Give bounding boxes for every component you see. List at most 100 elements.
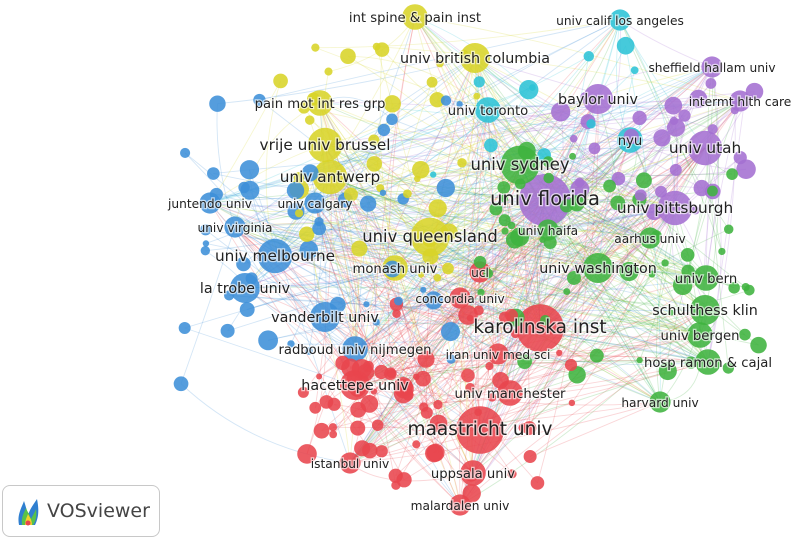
node[interactable] xyxy=(440,322,460,342)
node[interactable] xyxy=(394,296,403,306)
node-univ-calgary[interactable] xyxy=(304,192,326,214)
node[interactable] xyxy=(424,291,443,310)
node[interactable] xyxy=(505,230,524,249)
node[interactable] xyxy=(245,272,258,285)
node[interactable] xyxy=(391,480,401,490)
node[interactable] xyxy=(362,442,378,459)
node[interactable] xyxy=(485,362,494,371)
node[interactable] xyxy=(483,268,494,279)
node[interactable] xyxy=(586,119,596,129)
node[interactable] xyxy=(329,296,346,313)
node[interactable] xyxy=(327,397,341,411)
node-karolinska-inst[interactable] xyxy=(516,304,564,352)
node[interactable] xyxy=(413,373,420,381)
node[interactable] xyxy=(430,171,437,178)
node[interactable] xyxy=(489,202,503,216)
node[interactable] xyxy=(346,370,363,386)
node-univ-florida[interactable] xyxy=(519,174,571,226)
node[interactable] xyxy=(464,467,479,482)
node[interactable] xyxy=(661,259,669,267)
node[interactable] xyxy=(667,309,674,316)
node-maastricht-univ[interactable] xyxy=(456,406,504,454)
node[interactable] xyxy=(425,444,444,463)
node[interactable] xyxy=(403,189,412,199)
node[interactable] xyxy=(363,301,370,308)
node[interactable] xyxy=(433,399,443,410)
node[interactable] xyxy=(539,236,546,243)
node[interactable] xyxy=(733,150,747,165)
node[interactable] xyxy=(519,80,539,100)
node-univ-virginia[interactable] xyxy=(224,216,246,238)
node-istanbul-univ[interactable] xyxy=(339,452,361,474)
node-univ-haifa[interactable] xyxy=(537,219,559,241)
node[interactable] xyxy=(510,329,520,339)
node[interactable] xyxy=(417,350,435,368)
node[interactable] xyxy=(498,311,511,324)
node[interactable] xyxy=(297,386,309,398)
node[interactable] xyxy=(294,209,304,218)
node[interactable] xyxy=(371,419,384,431)
node[interactable] xyxy=(299,226,315,242)
node[interactable] xyxy=(507,221,516,230)
node[interactable] xyxy=(540,315,551,326)
node[interactable] xyxy=(507,469,517,479)
node[interactable] xyxy=(568,399,576,407)
node[interactable] xyxy=(299,240,319,260)
node[interactable] xyxy=(375,445,388,458)
node[interactable] xyxy=(312,221,326,236)
node[interactable] xyxy=(750,336,767,354)
node[interactable] xyxy=(543,172,554,184)
node[interactable] xyxy=(311,43,320,52)
node[interactable] xyxy=(523,449,537,463)
node[interactable] xyxy=(220,323,235,338)
node[interactable] xyxy=(500,194,509,203)
node[interactable] xyxy=(442,262,454,275)
node[interactable] xyxy=(429,92,445,108)
node[interactable] xyxy=(588,142,601,155)
node[interactable] xyxy=(224,290,235,301)
node[interactable] xyxy=(309,401,322,414)
node[interactable] xyxy=(458,305,478,325)
node[interactable] xyxy=(286,181,305,200)
node[interactable] xyxy=(647,234,655,242)
node[interactable] xyxy=(446,354,456,364)
node[interactable] xyxy=(610,195,626,211)
node[interactable] xyxy=(383,95,401,113)
node[interactable] xyxy=(684,356,698,369)
node[interactable] xyxy=(726,168,738,180)
node[interactable] xyxy=(253,93,266,107)
node[interactable] xyxy=(297,101,310,114)
node[interactable] xyxy=(484,138,498,153)
node[interactable] xyxy=(301,164,319,182)
node-univ-antwerp[interactable] xyxy=(312,159,348,195)
node[interactable] xyxy=(705,78,717,89)
node[interactable] xyxy=(730,106,739,115)
node[interactable] xyxy=(372,318,380,326)
node[interactable] xyxy=(529,84,536,91)
node[interactable] xyxy=(328,423,338,432)
node[interactable] xyxy=(542,156,554,168)
node[interactable] xyxy=(200,246,210,256)
node[interactable] xyxy=(689,89,708,108)
node[interactable] xyxy=(492,372,509,389)
node[interactable] xyxy=(563,288,571,296)
node[interactable] xyxy=(611,171,626,186)
node[interactable] xyxy=(293,172,305,183)
node[interactable] xyxy=(297,444,317,464)
node[interactable] xyxy=(691,205,700,215)
node[interactable] xyxy=(314,217,324,227)
node[interactable] xyxy=(239,302,255,317)
node[interactable] xyxy=(238,181,250,194)
node[interactable] xyxy=(696,307,707,318)
node[interactable] xyxy=(202,240,210,247)
node[interactable] xyxy=(465,383,475,393)
node-baylor-univ[interactable] xyxy=(583,84,613,114)
node-univ-british-columbia[interactable] xyxy=(460,43,490,73)
node[interactable] xyxy=(473,305,484,316)
node[interactable] xyxy=(350,401,367,418)
node[interactable] xyxy=(366,156,383,172)
node[interactable] xyxy=(207,167,220,180)
node[interactable] xyxy=(313,422,330,439)
node[interactable] xyxy=(305,347,313,355)
